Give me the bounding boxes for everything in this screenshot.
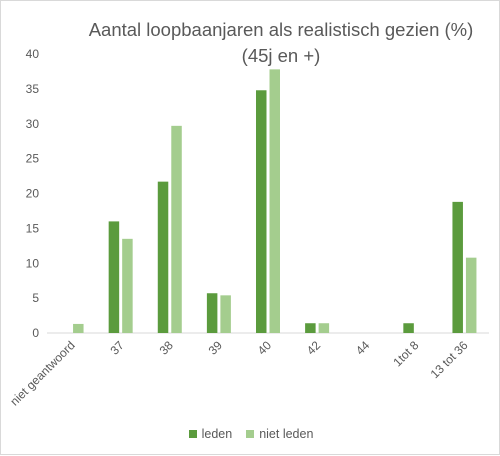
x-tick-label: 38 bbox=[157, 338, 177, 358]
legend-label-niet-leden: niet leden bbox=[259, 427, 314, 441]
x-tick-label: 42 bbox=[304, 338, 324, 358]
legend-item-leden: leden bbox=[188, 427, 233, 441]
legend-item-niet-leden: niet leden bbox=[246, 427, 313, 441]
legend: leden niet leden bbox=[1, 427, 500, 441]
x-tick-label: 40 bbox=[255, 338, 275, 358]
bar-niet-leden bbox=[171, 125, 182, 333]
x-tick-label: 1tot 8 bbox=[390, 338, 421, 369]
x-tick-label: 13 tot 36 bbox=[428, 338, 471, 381]
y-tick-label: 25 bbox=[26, 152, 40, 166]
y-tick-label: 30 bbox=[26, 117, 40, 131]
x-tick-label: 39 bbox=[206, 338, 226, 358]
bar-niet-leden bbox=[465, 257, 477, 333]
y-tick-label: 0 bbox=[32, 326, 39, 340]
bar-niet-leden bbox=[122, 238, 133, 333]
bar-niet-leden bbox=[220, 295, 231, 333]
x-tick-label: 44 bbox=[353, 338, 373, 358]
chart-title-line1: Aantal loopbaanjaren als realistisch gez… bbox=[88, 19, 474, 40]
legend-swatch-niet-leden bbox=[246, 430, 255, 438]
x-tick-label: 37 bbox=[107, 338, 127, 358]
y-tick-label: 35 bbox=[26, 82, 40, 96]
bar-leden bbox=[403, 323, 414, 333]
chart-title: Aantal loopbaanjaren als realistisch gez… bbox=[61, 17, 500, 69]
bar-leden bbox=[206, 293, 218, 333]
bar-leden bbox=[108, 221, 120, 333]
bar-leden bbox=[452, 201, 463, 333]
bar-niet-leden bbox=[318, 323, 330, 333]
legend-label-leden: leden bbox=[201, 427, 233, 441]
y-tick-label: 20 bbox=[26, 187, 40, 201]
y-tick-label: 10 bbox=[26, 256, 40, 270]
bar-leden bbox=[305, 323, 316, 333]
bar-leden bbox=[157, 181, 169, 333]
bar-niet-leden bbox=[269, 69, 280, 333]
bar-leden bbox=[256, 90, 267, 334]
chart-title-line2: (45j en +) bbox=[241, 45, 321, 66]
y-tick-label: 5 bbox=[32, 291, 39, 305]
bar-niet-leden bbox=[73, 323, 84, 333]
x-tick-label: niet geantwoord bbox=[7, 338, 77, 408]
y-tick-label: 15 bbox=[26, 221, 40, 235]
y-tick-label: 40 bbox=[26, 47, 40, 61]
legend-swatch-leden bbox=[188, 430, 197, 438]
